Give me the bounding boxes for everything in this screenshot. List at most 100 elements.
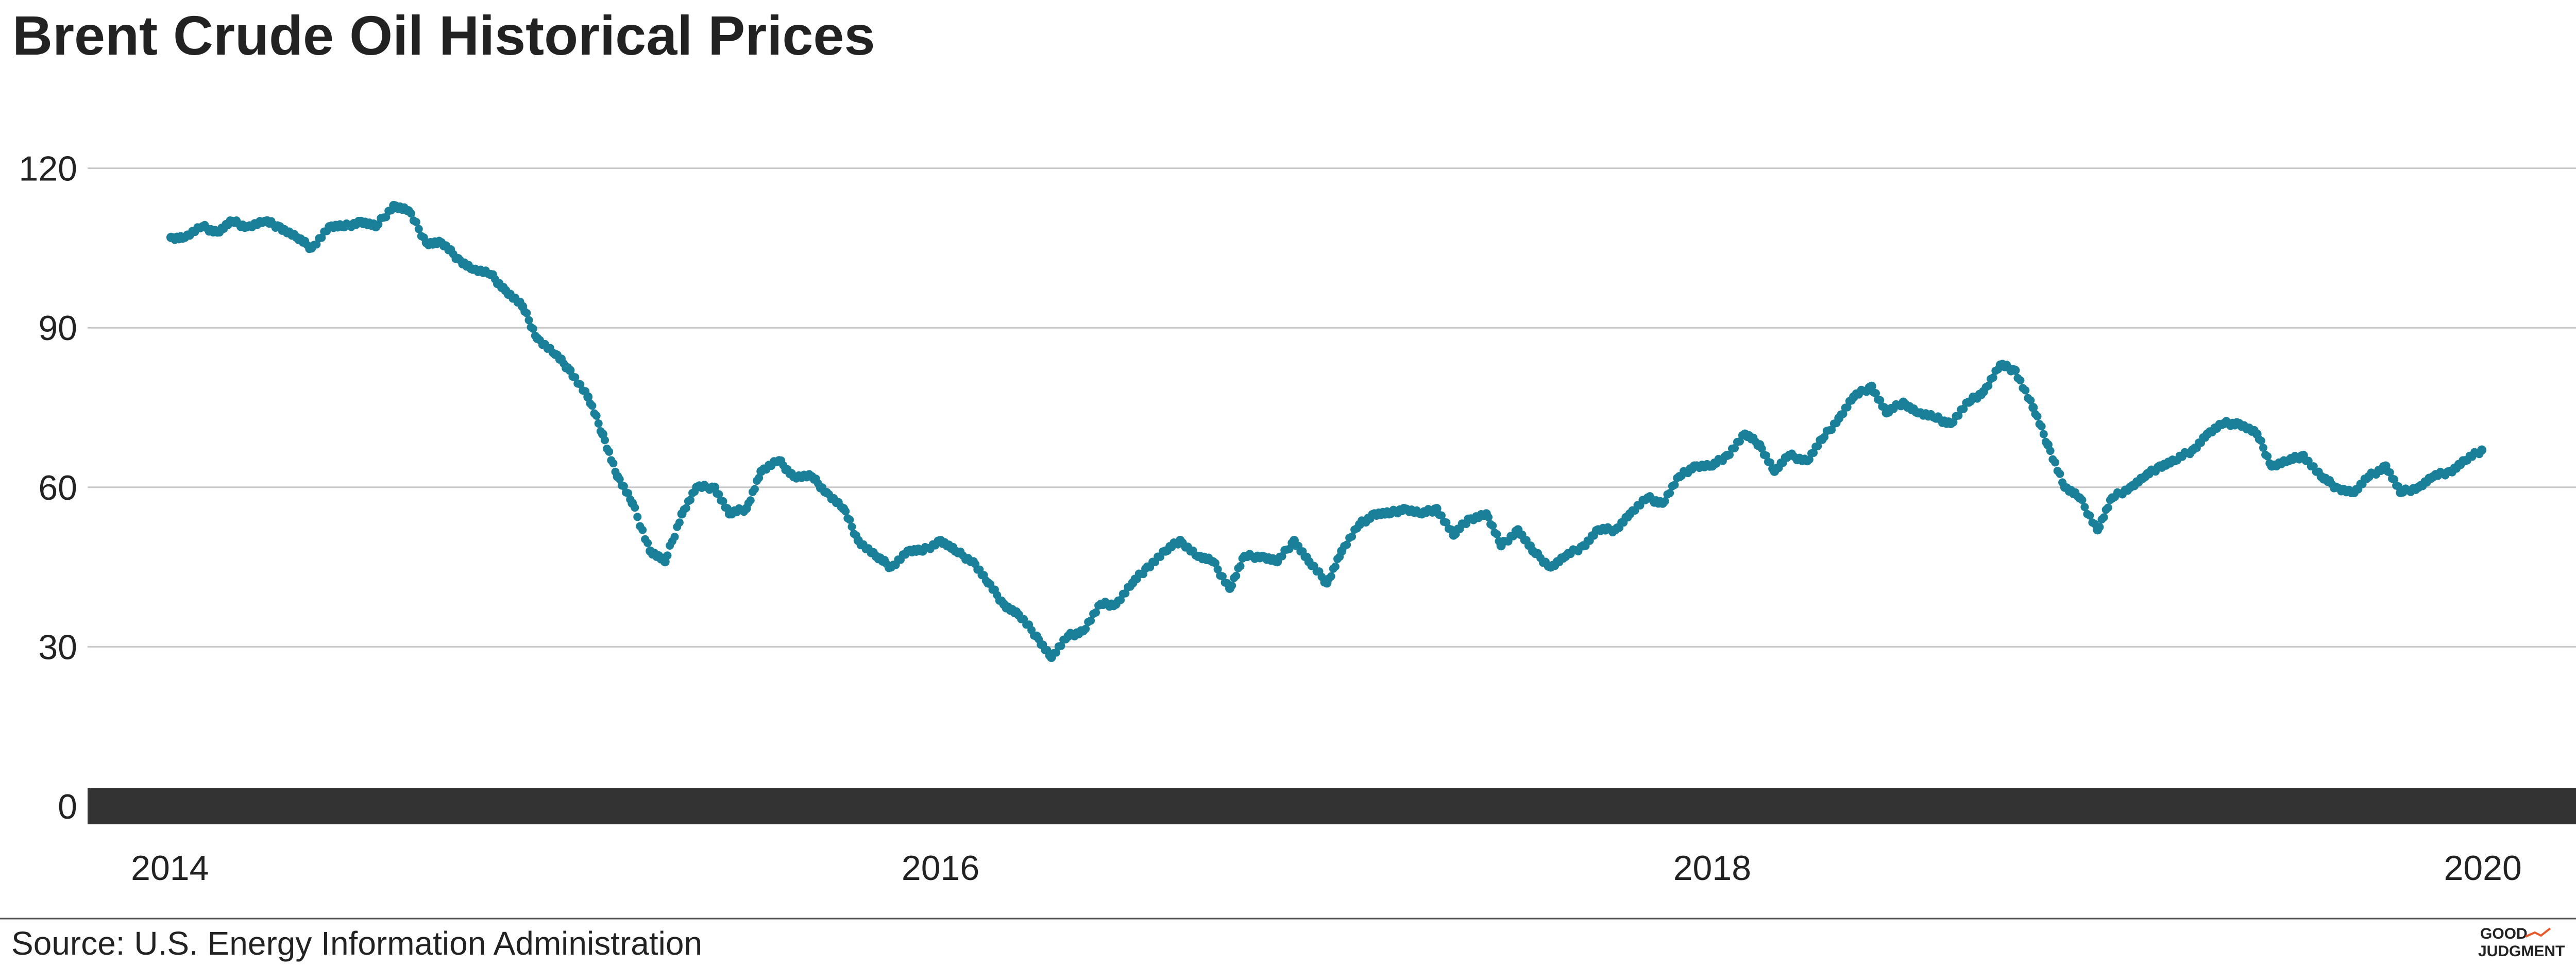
logo-trend-icon bbox=[2525, 927, 2551, 938]
data-point bbox=[1670, 481, 1679, 489]
y-tick-label: 0 bbox=[58, 787, 77, 826]
data-point bbox=[663, 551, 672, 560]
data-point bbox=[2028, 403, 2038, 412]
data-point bbox=[571, 373, 580, 382]
data-point bbox=[619, 482, 628, 490]
data-point bbox=[2259, 444, 2267, 452]
data-point bbox=[845, 515, 854, 524]
data-point bbox=[522, 309, 531, 317]
x-tick-label: 2016 bbox=[902, 849, 979, 888]
data-point bbox=[1213, 565, 1222, 574]
y-tick-label: 120 bbox=[19, 149, 77, 189]
data-point bbox=[643, 538, 652, 547]
data-point bbox=[2010, 365, 2020, 375]
x-tick-label: 2018 bbox=[1673, 849, 1751, 888]
data-point bbox=[1761, 451, 1770, 460]
data-point bbox=[750, 485, 759, 494]
data-point bbox=[2257, 436, 2265, 445]
data-point bbox=[715, 490, 723, 499]
data-point bbox=[583, 392, 593, 402]
data-point bbox=[1484, 513, 1493, 521]
data-point bbox=[576, 380, 585, 388]
data-point bbox=[670, 533, 679, 541]
data-point bbox=[1228, 581, 1236, 590]
data-point bbox=[624, 489, 633, 498]
data-point bbox=[1211, 558, 1219, 567]
data-point bbox=[1666, 489, 1674, 498]
data-point bbox=[2099, 513, 2108, 522]
data-point bbox=[2021, 386, 2030, 395]
data-point bbox=[406, 209, 415, 218]
data-point bbox=[686, 496, 694, 504]
data-point bbox=[2037, 422, 2046, 431]
data-point bbox=[2033, 412, 2042, 421]
data-point bbox=[594, 419, 603, 428]
data-point bbox=[1081, 624, 1090, 633]
data-point bbox=[1232, 571, 1241, 580]
logo-text-judgment: JUDGMENT bbox=[2478, 943, 2565, 960]
data-point bbox=[1493, 530, 1501, 538]
data-point bbox=[1876, 396, 1885, 404]
data-point bbox=[841, 507, 850, 516]
y-tick-label: 90 bbox=[38, 309, 77, 348]
data-point bbox=[1343, 540, 1351, 549]
source-note: Source: U.S. Energy Information Administ… bbox=[11, 925, 703, 962]
data-point bbox=[601, 436, 609, 445]
data-point bbox=[605, 447, 614, 456]
zero-baseline-bar bbox=[88, 788, 2576, 824]
data-point bbox=[2051, 458, 2060, 467]
data-point bbox=[1757, 444, 1766, 453]
data-point bbox=[2095, 523, 2104, 532]
data-points bbox=[166, 200, 2487, 663]
logo-text-good: GOOD bbox=[2480, 925, 2528, 942]
data-point bbox=[2046, 447, 2055, 455]
data-point bbox=[1348, 532, 1357, 541]
data-point bbox=[2477, 445, 2487, 455]
data-point bbox=[1331, 562, 1340, 571]
x-tick-label: 2014 bbox=[131, 849, 209, 888]
y-axis-ticks: 0 30 60 90 120 bbox=[19, 149, 77, 826]
data-point bbox=[675, 518, 684, 527]
data-point bbox=[1087, 616, 1095, 625]
data-point bbox=[848, 522, 856, 531]
data-point bbox=[1989, 373, 1997, 382]
y-tick-label: 30 bbox=[38, 628, 77, 667]
data-point bbox=[638, 526, 647, 534]
data-point bbox=[2104, 503, 2112, 512]
data-point bbox=[412, 217, 420, 226]
grid-lines bbox=[88, 167, 2576, 648]
x-axis-ticks: 2014 2016 2018 2020 bbox=[131, 849, 2522, 888]
data-point bbox=[2078, 496, 2087, 504]
data-point bbox=[1984, 381, 1993, 390]
data-point bbox=[2016, 376, 2025, 385]
data-point bbox=[1236, 562, 1245, 570]
data-point bbox=[2039, 430, 2048, 438]
data-point bbox=[2390, 475, 2399, 484]
page-title: Brent Crude Oil Historical Prices bbox=[12, 4, 875, 66]
data-point bbox=[1442, 518, 1451, 527]
data-point bbox=[1660, 497, 1669, 505]
data-point bbox=[2026, 396, 2035, 405]
data-point bbox=[2263, 452, 2272, 461]
data-point bbox=[1871, 389, 1880, 398]
data-point bbox=[682, 504, 690, 513]
data-point bbox=[2056, 469, 2064, 478]
data-point bbox=[529, 324, 537, 333]
data-point bbox=[615, 475, 624, 484]
data-point bbox=[746, 496, 755, 505]
data-point bbox=[414, 225, 423, 233]
data-point bbox=[719, 497, 727, 505]
data-point bbox=[592, 411, 601, 420]
data-point bbox=[2385, 468, 2394, 477]
good-judgment-logo: GOOD JUDGMENT ® bbox=[2478, 925, 2565, 960]
data-point bbox=[2080, 503, 2089, 512]
data-point bbox=[1766, 458, 1775, 467]
data-point bbox=[1437, 511, 1446, 520]
data-point bbox=[1327, 572, 1335, 581]
data-point bbox=[588, 401, 597, 410]
data-point bbox=[633, 513, 642, 521]
x-tick-label: 2020 bbox=[2444, 849, 2521, 888]
y-tick-label: 60 bbox=[38, 468, 77, 507]
data-point bbox=[1488, 521, 1497, 530]
